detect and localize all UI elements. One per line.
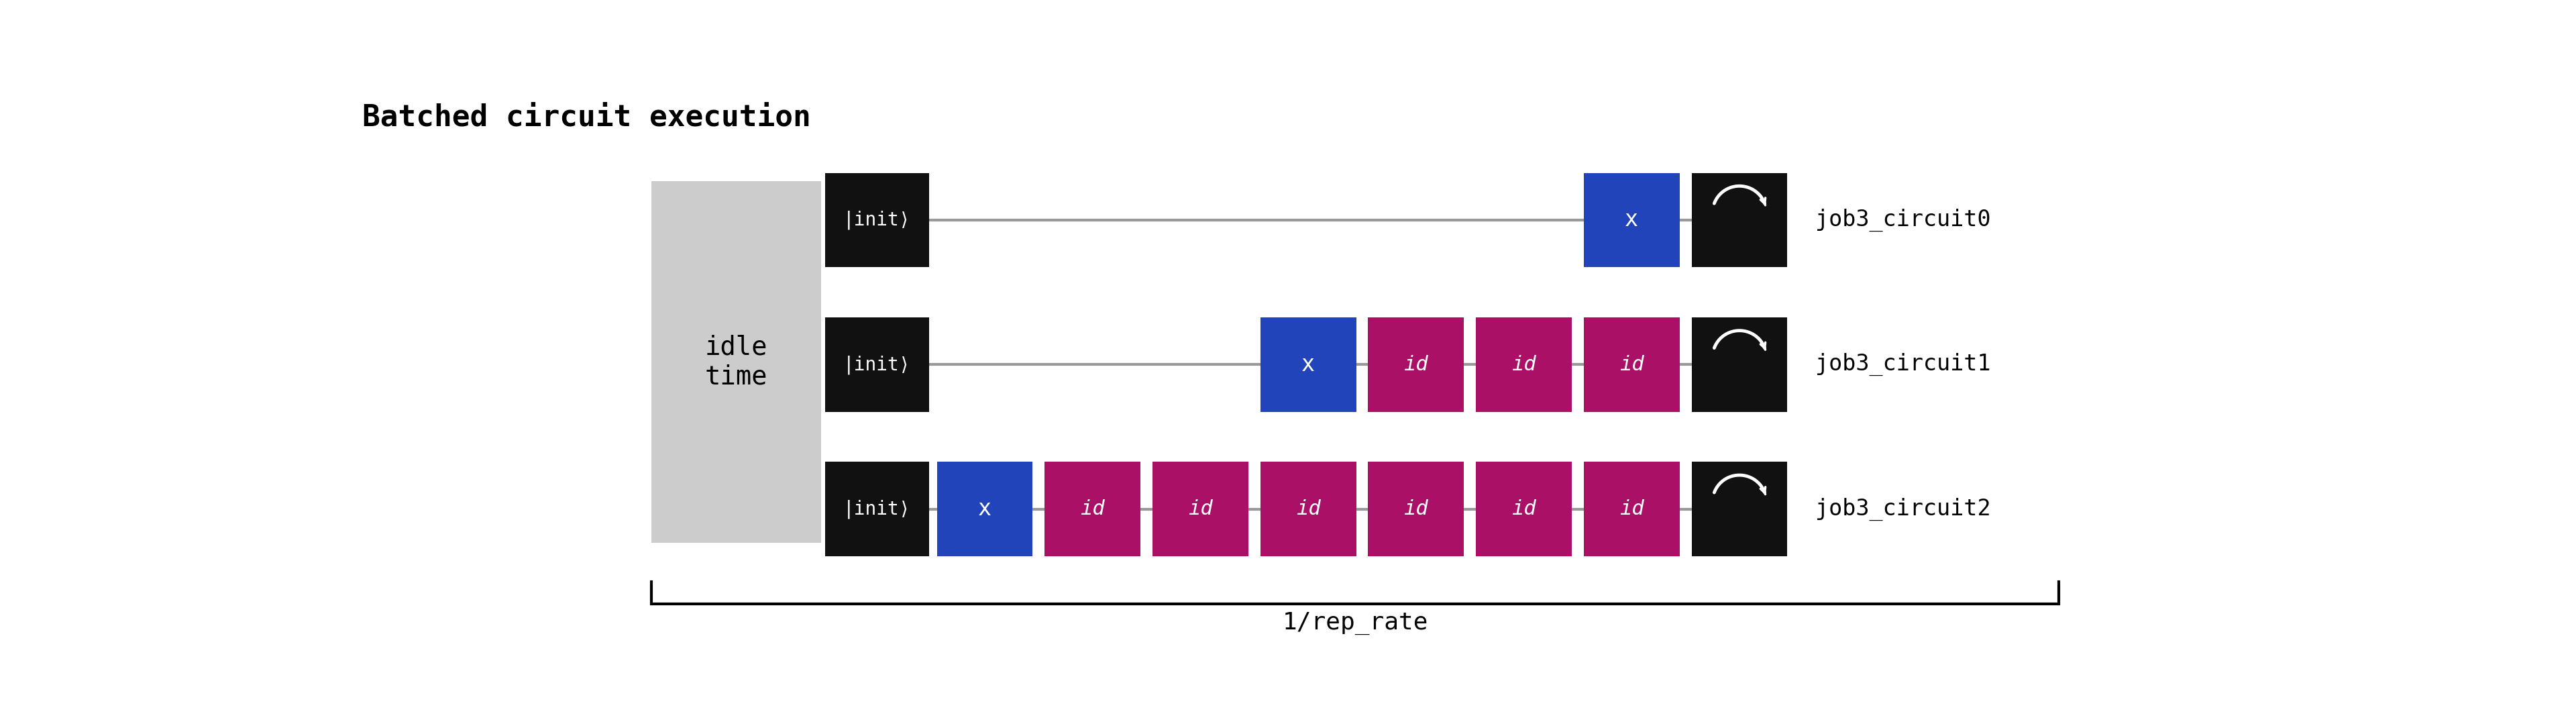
Text: id: id [1620, 500, 1643, 519]
Text: id: id [1079, 500, 1105, 519]
Text: job3_circuit1: job3_circuit1 [1816, 353, 1991, 376]
Bar [1368, 318, 1463, 412]
Text: job3_circuit0: job3_circuit0 [1816, 209, 1991, 232]
Text: id: id [1620, 355, 1643, 374]
Text: idle
time: idle time [706, 334, 768, 389]
Bar [938, 462, 1033, 557]
Bar [1476, 318, 1571, 412]
Text: job3_circuit2: job3_circuit2 [1816, 497, 1991, 521]
Text: x: x [1625, 209, 1638, 231]
Text: id: id [1512, 355, 1535, 374]
Bar [1584, 173, 1680, 267]
Bar [1584, 462, 1680, 557]
Bar [1692, 173, 1788, 267]
Bar [1151, 462, 1249, 557]
Text: id: id [1188, 500, 1213, 519]
Bar [1260, 318, 1355, 412]
Bar [824, 462, 930, 557]
Text: |init⟩: |init⟩ [842, 355, 912, 374]
Text: x: x [979, 498, 992, 521]
Text: Batched circuit execution: Batched circuit execution [361, 103, 811, 132]
Bar [824, 318, 930, 412]
Text: id: id [1404, 500, 1427, 519]
Bar [652, 181, 822, 542]
Bar [1260, 462, 1355, 557]
Bar [1692, 318, 1788, 412]
Text: id: id [1404, 355, 1427, 374]
Bar [1046, 462, 1141, 557]
Bar [1584, 318, 1680, 412]
Bar [1476, 462, 1571, 557]
Text: 1/rep_rate: 1/rep_rate [1283, 612, 1427, 635]
Text: x: x [1301, 354, 1314, 375]
Text: |init⟩: |init⟩ [842, 211, 912, 230]
Bar [1368, 462, 1463, 557]
Text: id: id [1512, 500, 1535, 519]
Bar [1692, 462, 1788, 557]
Text: |init⟩: |init⟩ [842, 500, 912, 518]
Bar [824, 173, 930, 267]
Text: id: id [1296, 500, 1321, 519]
